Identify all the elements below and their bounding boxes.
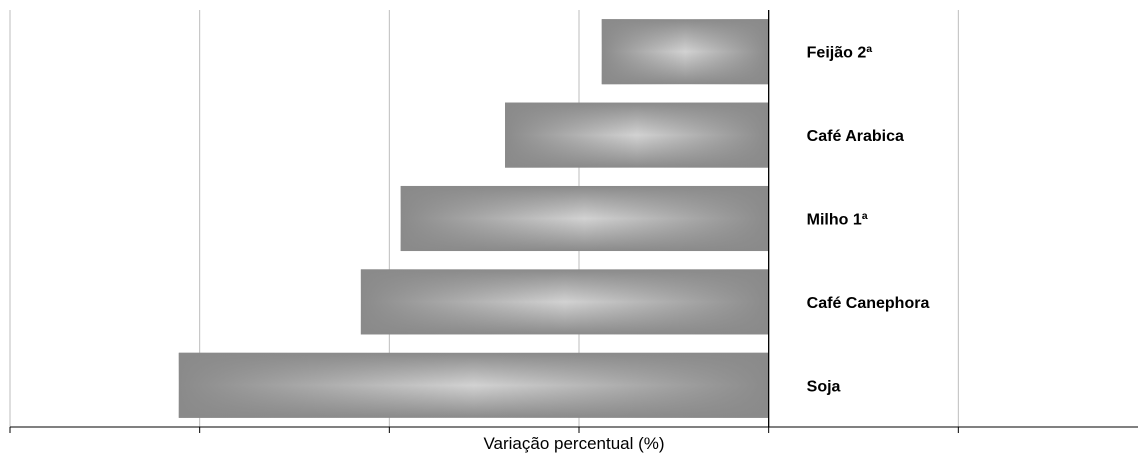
category-label: Feijão 2ª — [807, 45, 873, 62]
category-label: Café Arabica — [807, 128, 904, 145]
bar — [505, 102, 769, 168]
bar — [601, 19, 769, 85]
bar — [360, 269, 769, 335]
category-label: Café Canephora — [807, 295, 930, 312]
category-labels: Feijão 2ª Café Arabica Milho 1ª Café Caneph… — [807, 45, 930, 396]
x-axis — [9, 10, 1138, 433]
category-label: Milho 1ª — [807, 212, 868, 229]
x-axis-title: Variação percentual (%) — [483, 434, 664, 453]
bar — [178, 352, 769, 418]
bar — [400, 185, 769, 252]
bars — [178, 19, 769, 418]
category-label: Soja — [807, 378, 841, 395]
